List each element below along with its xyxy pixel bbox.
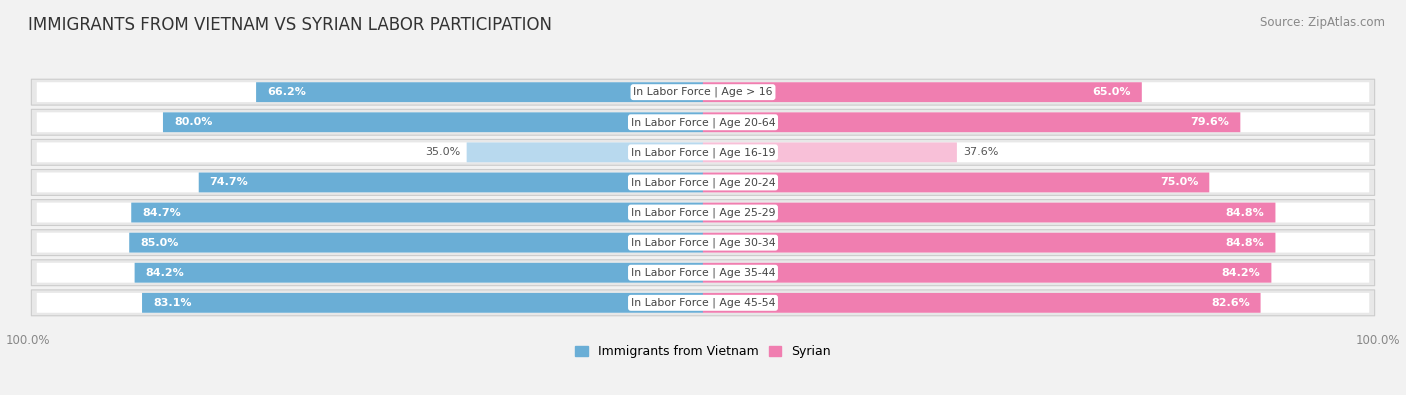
Text: 66.2%: 66.2%	[267, 87, 307, 97]
FancyBboxPatch shape	[467, 143, 703, 162]
FancyBboxPatch shape	[31, 260, 1375, 286]
Text: In Labor Force | Age 20-64: In Labor Force | Age 20-64	[631, 117, 775, 128]
FancyBboxPatch shape	[703, 293, 1261, 313]
Text: 83.1%: 83.1%	[153, 298, 191, 308]
FancyBboxPatch shape	[163, 112, 703, 132]
FancyBboxPatch shape	[703, 203, 1275, 222]
FancyBboxPatch shape	[31, 230, 1375, 256]
Text: 84.8%: 84.8%	[1226, 238, 1264, 248]
FancyBboxPatch shape	[703, 143, 957, 162]
FancyBboxPatch shape	[129, 233, 703, 252]
FancyBboxPatch shape	[31, 169, 1375, 196]
FancyBboxPatch shape	[31, 79, 1375, 105]
FancyBboxPatch shape	[703, 263, 1271, 283]
Text: 85.0%: 85.0%	[141, 238, 179, 248]
FancyBboxPatch shape	[37, 263, 1369, 283]
Text: 84.8%: 84.8%	[1226, 207, 1264, 218]
FancyBboxPatch shape	[37, 293, 1369, 313]
Text: 84.7%: 84.7%	[142, 207, 181, 218]
Text: In Labor Force | Age 16-19: In Labor Force | Age 16-19	[631, 147, 775, 158]
FancyBboxPatch shape	[135, 263, 703, 283]
Text: In Labor Force | Age 20-24: In Labor Force | Age 20-24	[631, 177, 775, 188]
Text: 35.0%: 35.0%	[425, 147, 460, 157]
FancyBboxPatch shape	[37, 173, 1369, 192]
FancyBboxPatch shape	[37, 233, 1369, 252]
FancyBboxPatch shape	[198, 173, 703, 192]
FancyBboxPatch shape	[703, 173, 1209, 192]
Text: 84.2%: 84.2%	[146, 268, 184, 278]
FancyBboxPatch shape	[37, 82, 1369, 102]
FancyBboxPatch shape	[31, 109, 1375, 135]
Text: In Labor Force | Age 30-34: In Labor Force | Age 30-34	[631, 237, 775, 248]
Text: 65.0%: 65.0%	[1092, 87, 1130, 97]
Legend: Immigrants from Vietnam, Syrian: Immigrants from Vietnam, Syrian	[571, 340, 835, 363]
Text: 79.6%: 79.6%	[1191, 117, 1229, 127]
FancyBboxPatch shape	[37, 143, 1369, 162]
FancyBboxPatch shape	[31, 199, 1375, 226]
FancyBboxPatch shape	[703, 233, 1275, 252]
FancyBboxPatch shape	[31, 139, 1375, 165]
Text: IMMIGRANTS FROM VIETNAM VS SYRIAN LABOR PARTICIPATION: IMMIGRANTS FROM VIETNAM VS SYRIAN LABOR …	[28, 16, 553, 34]
FancyBboxPatch shape	[37, 203, 1369, 222]
Text: In Labor Force | Age 45-54: In Labor Force | Age 45-54	[631, 297, 775, 308]
FancyBboxPatch shape	[256, 82, 703, 102]
Text: In Labor Force | Age > 16: In Labor Force | Age > 16	[633, 87, 773, 98]
Text: 80.0%: 80.0%	[174, 117, 212, 127]
FancyBboxPatch shape	[37, 112, 1369, 132]
Text: 84.2%: 84.2%	[1222, 268, 1260, 278]
Text: Source: ZipAtlas.com: Source: ZipAtlas.com	[1260, 16, 1385, 29]
FancyBboxPatch shape	[703, 82, 1142, 102]
Text: In Labor Force | Age 25-29: In Labor Force | Age 25-29	[631, 207, 775, 218]
Text: 74.7%: 74.7%	[209, 177, 249, 188]
FancyBboxPatch shape	[131, 203, 703, 222]
FancyBboxPatch shape	[703, 112, 1240, 132]
Text: 82.6%: 82.6%	[1211, 298, 1250, 308]
Text: 75.0%: 75.0%	[1160, 177, 1198, 188]
FancyBboxPatch shape	[142, 293, 703, 313]
FancyBboxPatch shape	[31, 290, 1375, 316]
Text: 37.6%: 37.6%	[963, 147, 998, 157]
Text: In Labor Force | Age 35-44: In Labor Force | Age 35-44	[631, 267, 775, 278]
